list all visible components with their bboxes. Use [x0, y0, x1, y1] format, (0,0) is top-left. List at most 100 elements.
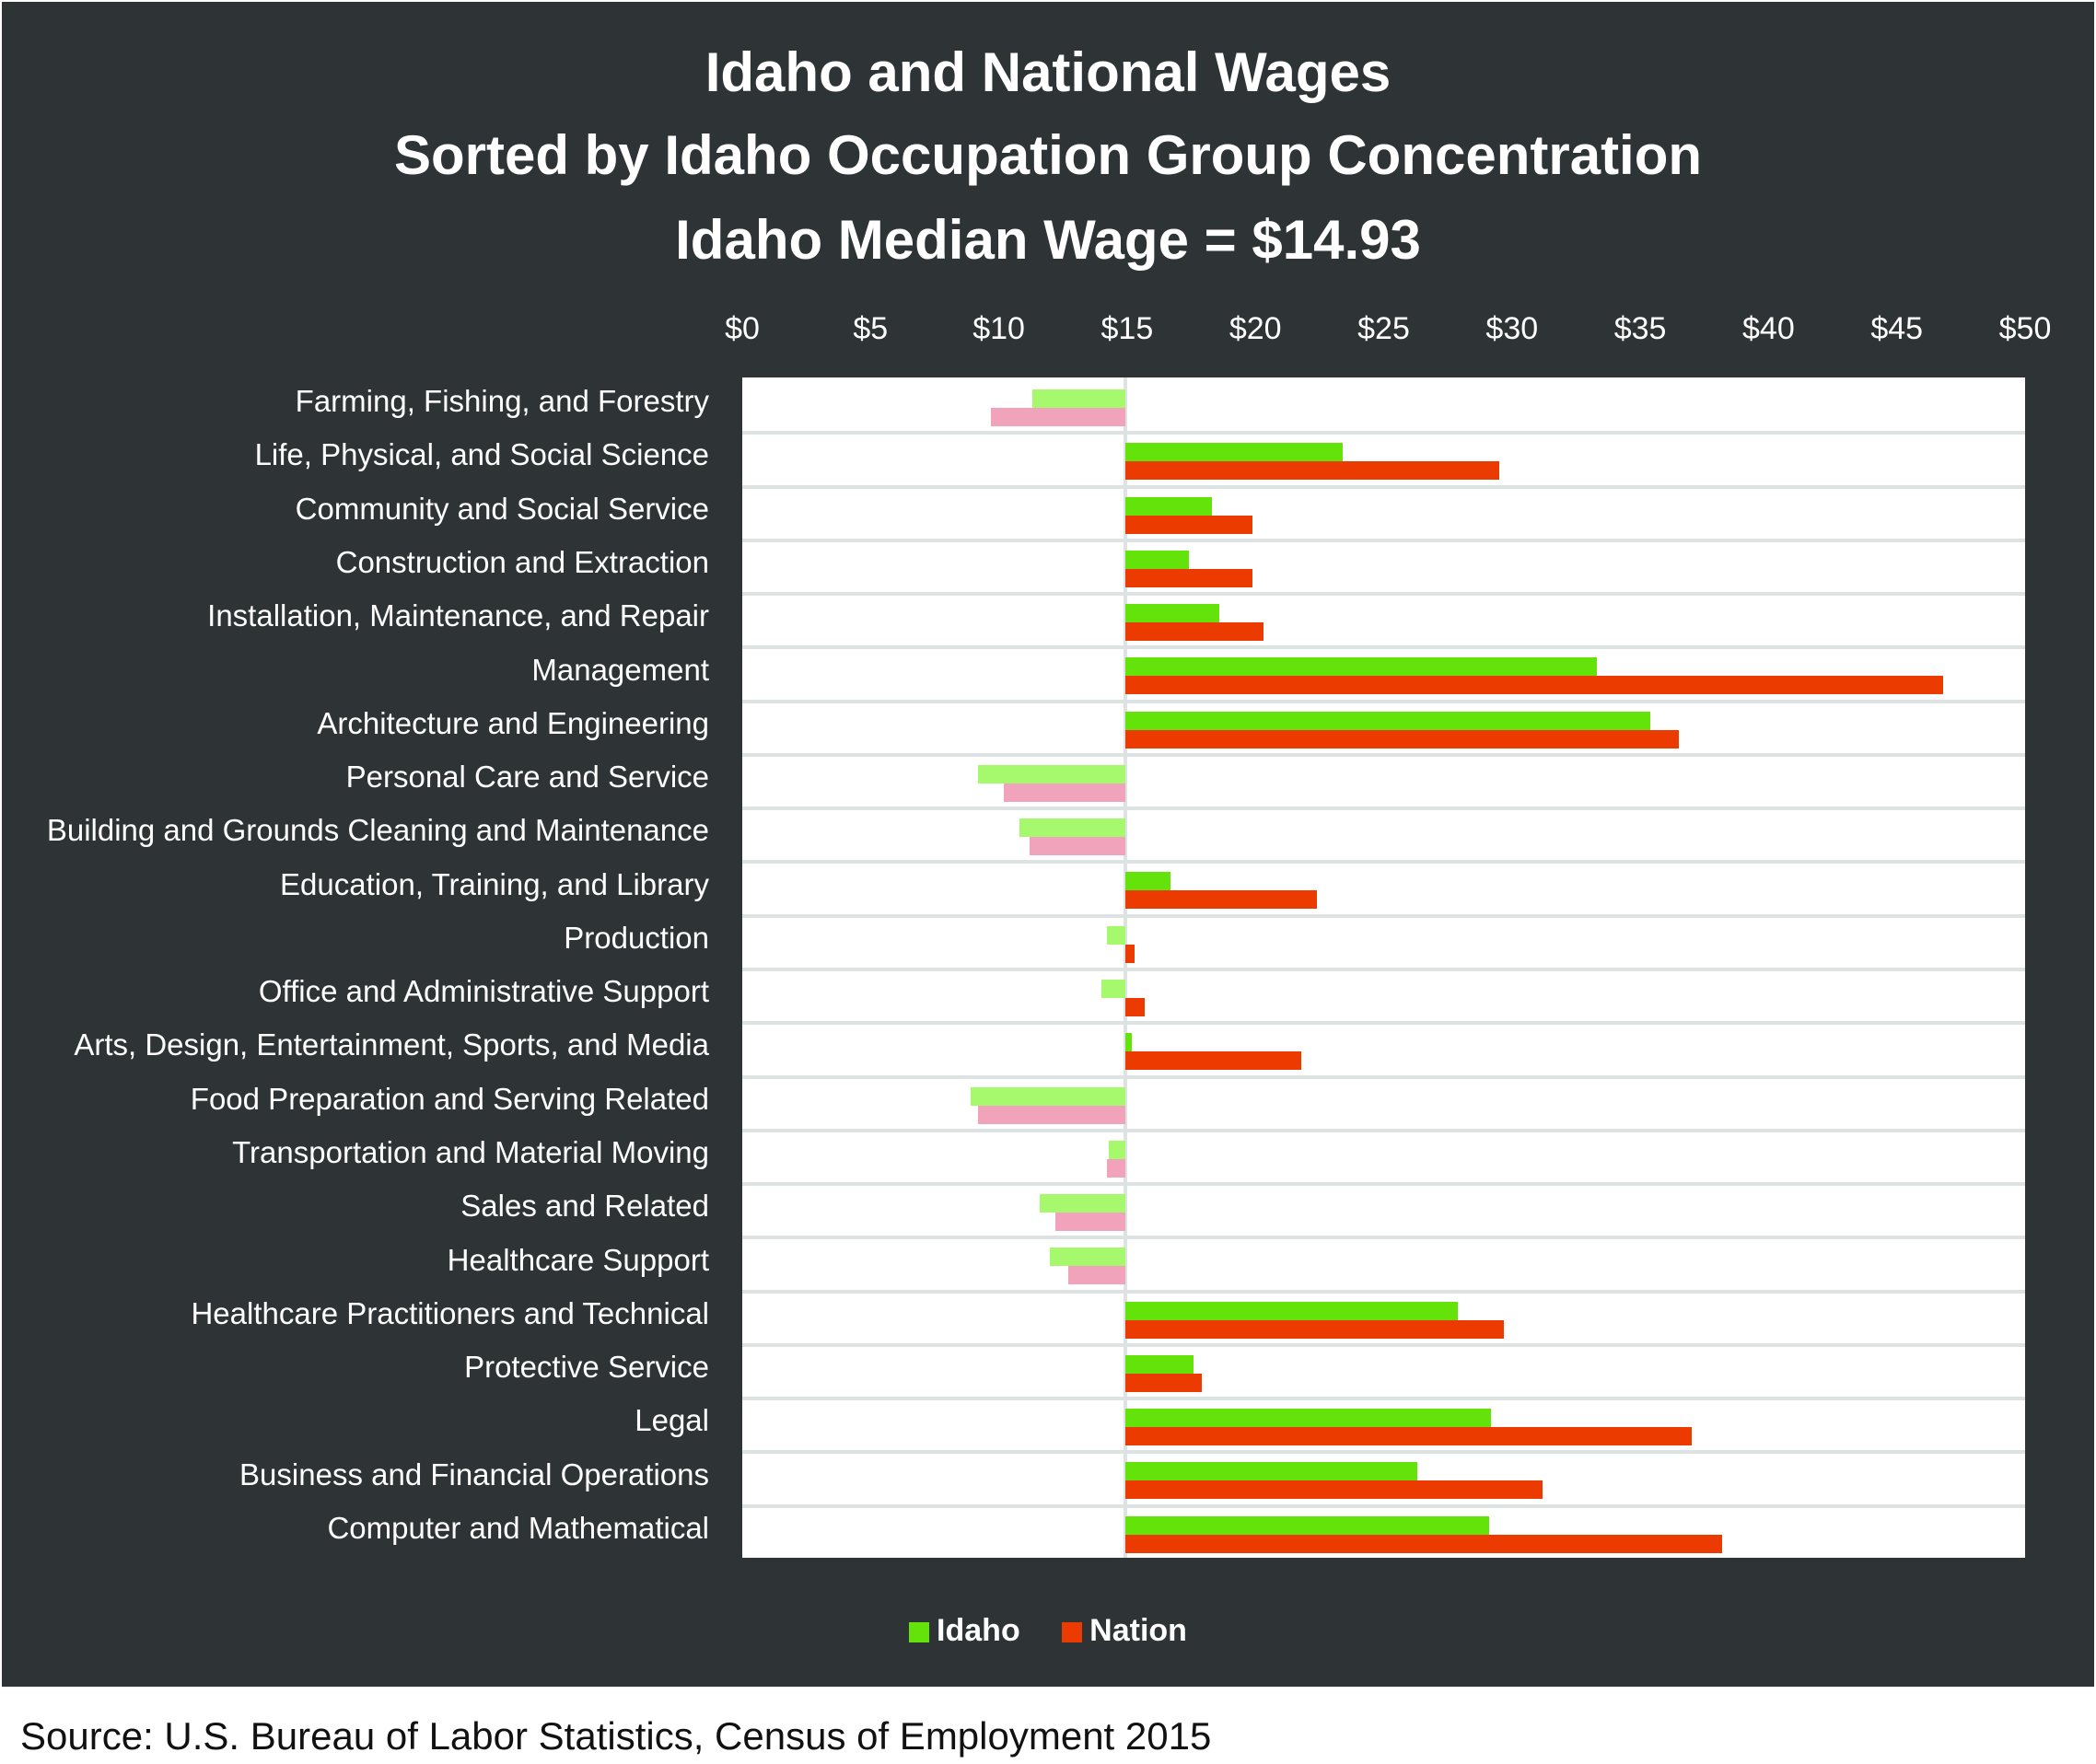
- legend: Idaho Nation: [0, 1613, 2096, 1649]
- nation-bar: [1054, 1213, 1125, 1232]
- category-label: Construction and Extraction: [335, 544, 709, 579]
- idaho-bar: [970, 1086, 1125, 1106]
- category-label: Office and Administrative Support: [258, 974, 709, 1009]
- category-row: [742, 807, 2025, 860]
- category-row: [742, 645, 2025, 699]
- category-row: [742, 377, 2025, 431]
- nation-bar: [1124, 622, 1263, 642]
- category-label: Arts, Design, Entertainment, Sports, and…: [74, 1027, 709, 1062]
- category-row: [742, 431, 2025, 484]
- category-row: [742, 1074, 2025, 1129]
- category-label: Education, Training, and Library: [280, 866, 709, 901]
- category-row: [742, 1450, 2025, 1503]
- idaho-bar: [1019, 818, 1125, 838]
- nation-bar: [1124, 515, 1253, 534]
- category-label: Computer and Mathematical: [327, 1510, 709, 1545]
- x-tick-label: $50: [1998, 311, 2052, 346]
- category-row: [742, 1182, 2025, 1236]
- legend-item-nation: Nation: [1062, 1613, 1187, 1649]
- legend-label-nation: Nation: [1089, 1613, 1187, 1648]
- x-tick-label: $30: [1485, 311, 1539, 346]
- x-tick-label: $10: [972, 311, 1025, 346]
- chart-title-line2: Sorted by Idaho Occupation Group Concent…: [393, 124, 1703, 186]
- legend-swatch-nation: [1062, 1622, 1083, 1643]
- nation-bar: [1106, 1158, 1125, 1178]
- nation-bar: [1124, 729, 1679, 749]
- x-tick-label: $0: [725, 311, 760, 346]
- x-tick-label: $15: [1100, 311, 1154, 346]
- category-row: [742, 1397, 2025, 1450]
- idaho-bar: [1124, 1033, 1133, 1052]
- category-label: Healthcare Support: [447, 1242, 709, 1277]
- x-tick-label: $40: [1742, 311, 1795, 346]
- category-row: [742, 592, 2025, 645]
- category-row: [742, 913, 2025, 968]
- category-row: [742, 968, 2025, 1021]
- category-row: [742, 1021, 2025, 1074]
- category-label: Sales and Related: [460, 1189, 709, 1224]
- chart-title-line1: Idaho and National Wages: [704, 41, 1392, 103]
- idaho-bar: [1040, 1194, 1125, 1213]
- nation-bar: [1030, 837, 1125, 856]
- idaho-bar: [1124, 443, 1343, 462]
- nation-bar: [1124, 568, 1253, 587]
- idaho-bar: [1109, 1140, 1125, 1159]
- idaho-bar: [1050, 1248, 1125, 1267]
- category-label: Transportation and Material Moving: [232, 1134, 709, 1169]
- idaho-bar: [1124, 711, 1651, 730]
- nation-bar: [1124, 1319, 1505, 1339]
- nation-bar: [1124, 944, 1135, 963]
- category-label: Legal: [635, 1403, 709, 1438]
- category-label: Life, Physical, and Social Science: [254, 437, 709, 472]
- category-row: [742, 860, 2025, 913]
- nation-bar: [1124, 1534, 1723, 1553]
- nation-bar: [1067, 1266, 1125, 1285]
- x-tick-label: $35: [1613, 311, 1667, 346]
- chart-title-line3: Idaho Median Wage = $14.93: [675, 209, 1421, 271]
- nation-bar: [1124, 998, 1146, 1016]
- nation-bar: [1124, 1051, 1302, 1071]
- idaho-bar: [1124, 657, 1597, 677]
- nation-bar: [1124, 1373, 1202, 1392]
- category-row: [742, 699, 2025, 753]
- category-row: [742, 1128, 2025, 1182]
- idaho-bar: [1106, 925, 1125, 945]
- idaho-bar: [1124, 550, 1189, 569]
- idaho-bar: [1124, 1301, 1459, 1320]
- legend-swatch-idaho: [909, 1622, 930, 1643]
- idaho-bar: [1101, 980, 1125, 998]
- legend-label-idaho: Idaho: [937, 1613, 1020, 1648]
- x-tick-label: $5: [853, 311, 889, 346]
- idaho-bar: [1124, 1462, 1417, 1481]
- nation-bar: [978, 1105, 1125, 1124]
- category-row: [742, 752, 2025, 807]
- legend-item-idaho: Idaho: [909, 1613, 1020, 1649]
- idaho-bar: [978, 764, 1125, 783]
- category-label: Healthcare Practitioners and Technical: [191, 1295, 709, 1330]
- source-note: Source: U.S. Bureau of Labor Statistics,…: [20, 1714, 1212, 1758]
- nation-bar: [991, 408, 1125, 426]
- category-label: Farming, Fishing, and Forestry: [295, 384, 709, 419]
- category-row: [742, 1342, 2025, 1397]
- nation-bar: [1004, 783, 1125, 802]
- x-tick-label: $20: [1228, 311, 1282, 346]
- category-label: Production: [564, 920, 709, 955]
- category-label: Management: [531, 652, 709, 687]
- idaho-bar: [1124, 496, 1212, 516]
- category-label: Architecture and Engineering: [317, 705, 709, 740]
- category-row: [742, 1236, 2025, 1289]
- category-label: Personal Care and Service: [345, 760, 709, 795]
- idaho-bar: [1124, 1515, 1489, 1535]
- category-label: Business and Financial Operations: [239, 1456, 709, 1491]
- x-tick-label: $25: [1357, 311, 1410, 346]
- idaho-bar: [1124, 604, 1220, 623]
- category-row: [742, 538, 2025, 592]
- category-row: [742, 1289, 2025, 1343]
- median-baseline: [1123, 377, 1127, 1558]
- category-label: Protective Service: [464, 1350, 709, 1385]
- category-row: [742, 484, 2025, 539]
- category-label: Building and Grounds Cleaning and Mainte…: [46, 813, 709, 848]
- nation-bar: [1124, 461, 1499, 481]
- idaho-bar: [1031, 389, 1125, 408]
- category-row: [742, 1503, 2025, 1558]
